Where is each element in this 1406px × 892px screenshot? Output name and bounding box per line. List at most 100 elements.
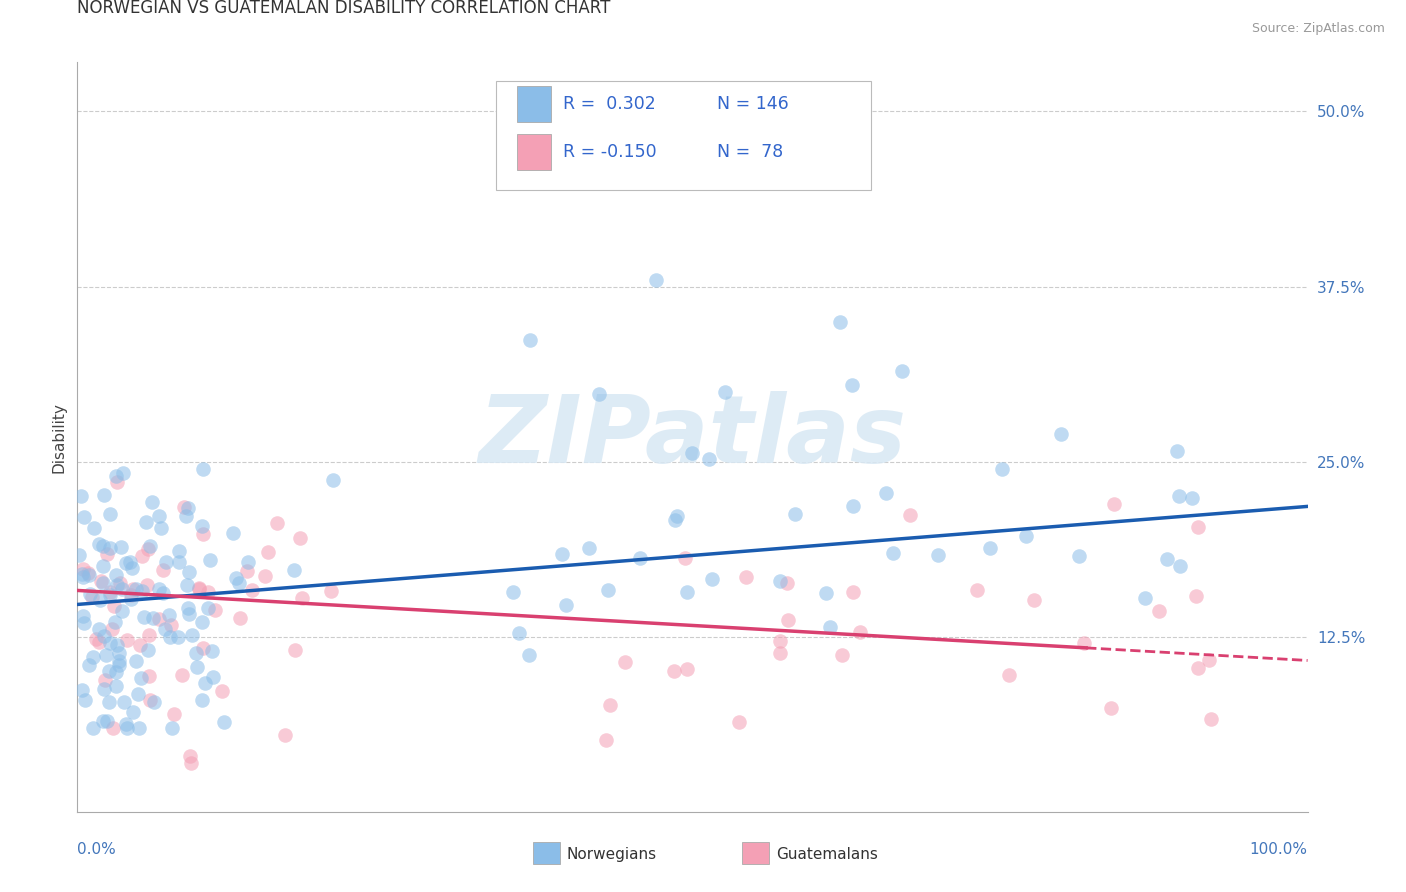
Point <box>176 578 198 592</box>
Point <box>676 662 699 676</box>
Point <box>1156 552 1178 566</box>
Point <box>97 695 120 709</box>
Point <box>551 547 574 561</box>
Point <box>1022 593 1045 607</box>
Point <box>197 601 219 615</box>
Point <box>114 717 136 731</box>
Point <box>673 551 696 566</box>
Point <box>841 377 863 392</box>
Point <box>98 508 121 522</box>
Point <box>90 574 112 589</box>
Point <box>122 582 145 596</box>
Point <box>769 633 792 648</box>
Point <box>167 543 190 558</box>
Point <box>84 632 107 646</box>
Point <box>628 551 651 566</box>
Point <box>599 698 621 713</box>
Point <box>160 721 183 735</box>
Text: R = -0.150: R = -0.150 <box>564 143 657 161</box>
Point <box>204 603 226 617</box>
Point <box>141 495 163 509</box>
Point <box>93 488 115 502</box>
Point <box>148 509 170 524</box>
Point <box>664 513 686 527</box>
Point <box>225 570 247 584</box>
Point <box>714 385 737 400</box>
Point <box>125 654 148 668</box>
Point <box>734 570 756 584</box>
Point <box>191 693 214 707</box>
Point <box>91 539 114 553</box>
Point <box>1133 591 1156 605</box>
Point <box>128 639 150 653</box>
Point <box>197 585 219 599</box>
Point <box>1181 491 1204 506</box>
Point <box>87 634 110 648</box>
Point <box>155 555 177 569</box>
Point <box>728 715 751 730</box>
Point <box>98 541 121 555</box>
Point <box>783 508 806 522</box>
Point <box>193 526 215 541</box>
Point <box>91 576 114 591</box>
Point <box>89 593 111 607</box>
Point <box>159 630 181 644</box>
Point <box>697 452 720 467</box>
Point <box>191 462 214 476</box>
Point <box>222 526 245 541</box>
Point <box>139 692 162 706</box>
Point <box>112 695 135 709</box>
Point <box>94 673 117 688</box>
Point <box>82 721 104 735</box>
Point <box>1147 603 1170 617</box>
Point <box>148 612 170 626</box>
Point <box>91 559 114 574</box>
Point <box>676 585 699 599</box>
Point <box>150 521 173 535</box>
Point <box>115 556 138 570</box>
FancyBboxPatch shape <box>533 842 560 864</box>
Point <box>180 756 202 770</box>
Point <box>1099 701 1122 715</box>
Point <box>127 687 149 701</box>
Point <box>79 587 101 601</box>
Point <box>177 566 200 580</box>
Point <box>1050 426 1073 441</box>
Point <box>139 540 162 554</box>
Point <box>167 555 190 569</box>
Point <box>121 705 143 719</box>
FancyBboxPatch shape <box>742 842 769 864</box>
Point <box>67 548 90 562</box>
Point <box>111 604 134 618</box>
Point <box>167 631 190 645</box>
Point <box>875 486 897 500</box>
FancyBboxPatch shape <box>516 87 551 122</box>
Point <box>927 548 949 562</box>
Point <box>519 334 541 348</box>
Point <box>132 610 155 624</box>
Point <box>191 519 214 533</box>
Point <box>702 573 724 587</box>
Point <box>236 555 259 569</box>
Text: Norwegians: Norwegians <box>567 847 657 862</box>
Point <box>1198 652 1220 666</box>
Point <box>291 591 314 605</box>
Point <box>228 576 250 591</box>
Point <box>101 622 124 636</box>
Point <box>979 541 1001 555</box>
Point <box>105 578 128 592</box>
Point <box>177 501 200 516</box>
Text: NORWEGIAN VS GUATEMALAN DISABILITY CORRELATION CHART: NORWEGIAN VS GUATEMALAN DISABILITY CORRE… <box>77 0 610 18</box>
Point <box>108 654 131 668</box>
Point <box>93 681 115 696</box>
Point <box>201 644 224 658</box>
Point <box>152 563 174 577</box>
Point <box>136 643 159 657</box>
Point <box>1168 558 1191 573</box>
Point <box>105 638 128 652</box>
Point <box>162 706 184 721</box>
Point <box>200 553 222 567</box>
Point <box>212 714 235 729</box>
Point <box>98 636 121 650</box>
Point <box>177 607 200 622</box>
